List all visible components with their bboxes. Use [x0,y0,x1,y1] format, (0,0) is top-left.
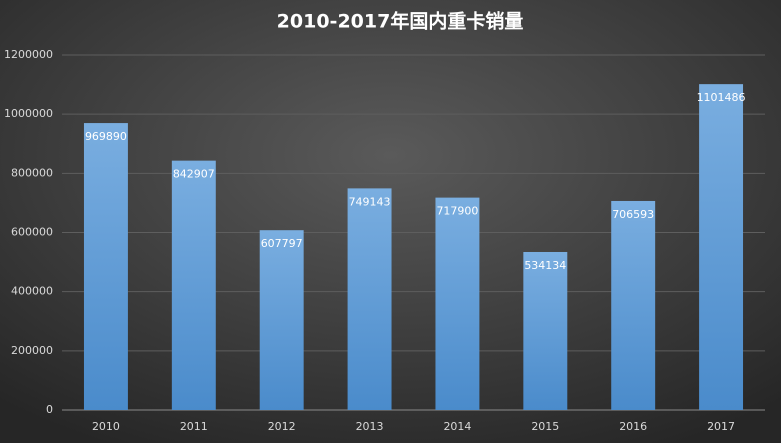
y-tick-label: 600000 [11,226,53,239]
data-label: 607797 [261,237,303,250]
x-tick-label: 2012 [268,420,296,433]
data-label: 1101486 [697,91,746,104]
y-tick-label: 200000 [11,344,53,357]
x-tick-label: 2015 [531,420,559,433]
data-label: 842907 [173,168,215,181]
y-tick-label: 1200000 [4,48,53,61]
chart-title: 2010-2017年国内重卡销量 [277,10,524,33]
data-label: 717900 [436,205,478,218]
x-tick-label: 2011 [180,420,208,433]
bar [523,251,568,410]
bar [699,84,744,410]
data-label: 534134 [524,259,566,272]
x-tick-label: 2017 [707,420,735,433]
bar [435,197,480,410]
y-tick-label: 400000 [11,285,53,298]
y-tick-label: 0 [46,403,53,416]
data-label: 706593 [612,208,654,221]
bar [347,188,392,410]
x-tick-label: 2010 [92,420,120,433]
bar [171,160,216,410]
x-tick-label: 2014 [443,420,471,433]
bar [611,200,656,410]
x-tick-label: 2013 [356,420,384,433]
bar [83,123,128,410]
x-tick-label: 2016 [619,420,647,433]
bar [259,230,304,410]
data-label: 969890 [85,130,127,143]
y-tick-label: 1000000 [4,107,53,120]
y-tick-label: 800000 [11,166,53,179]
data-label: 749143 [349,195,391,208]
